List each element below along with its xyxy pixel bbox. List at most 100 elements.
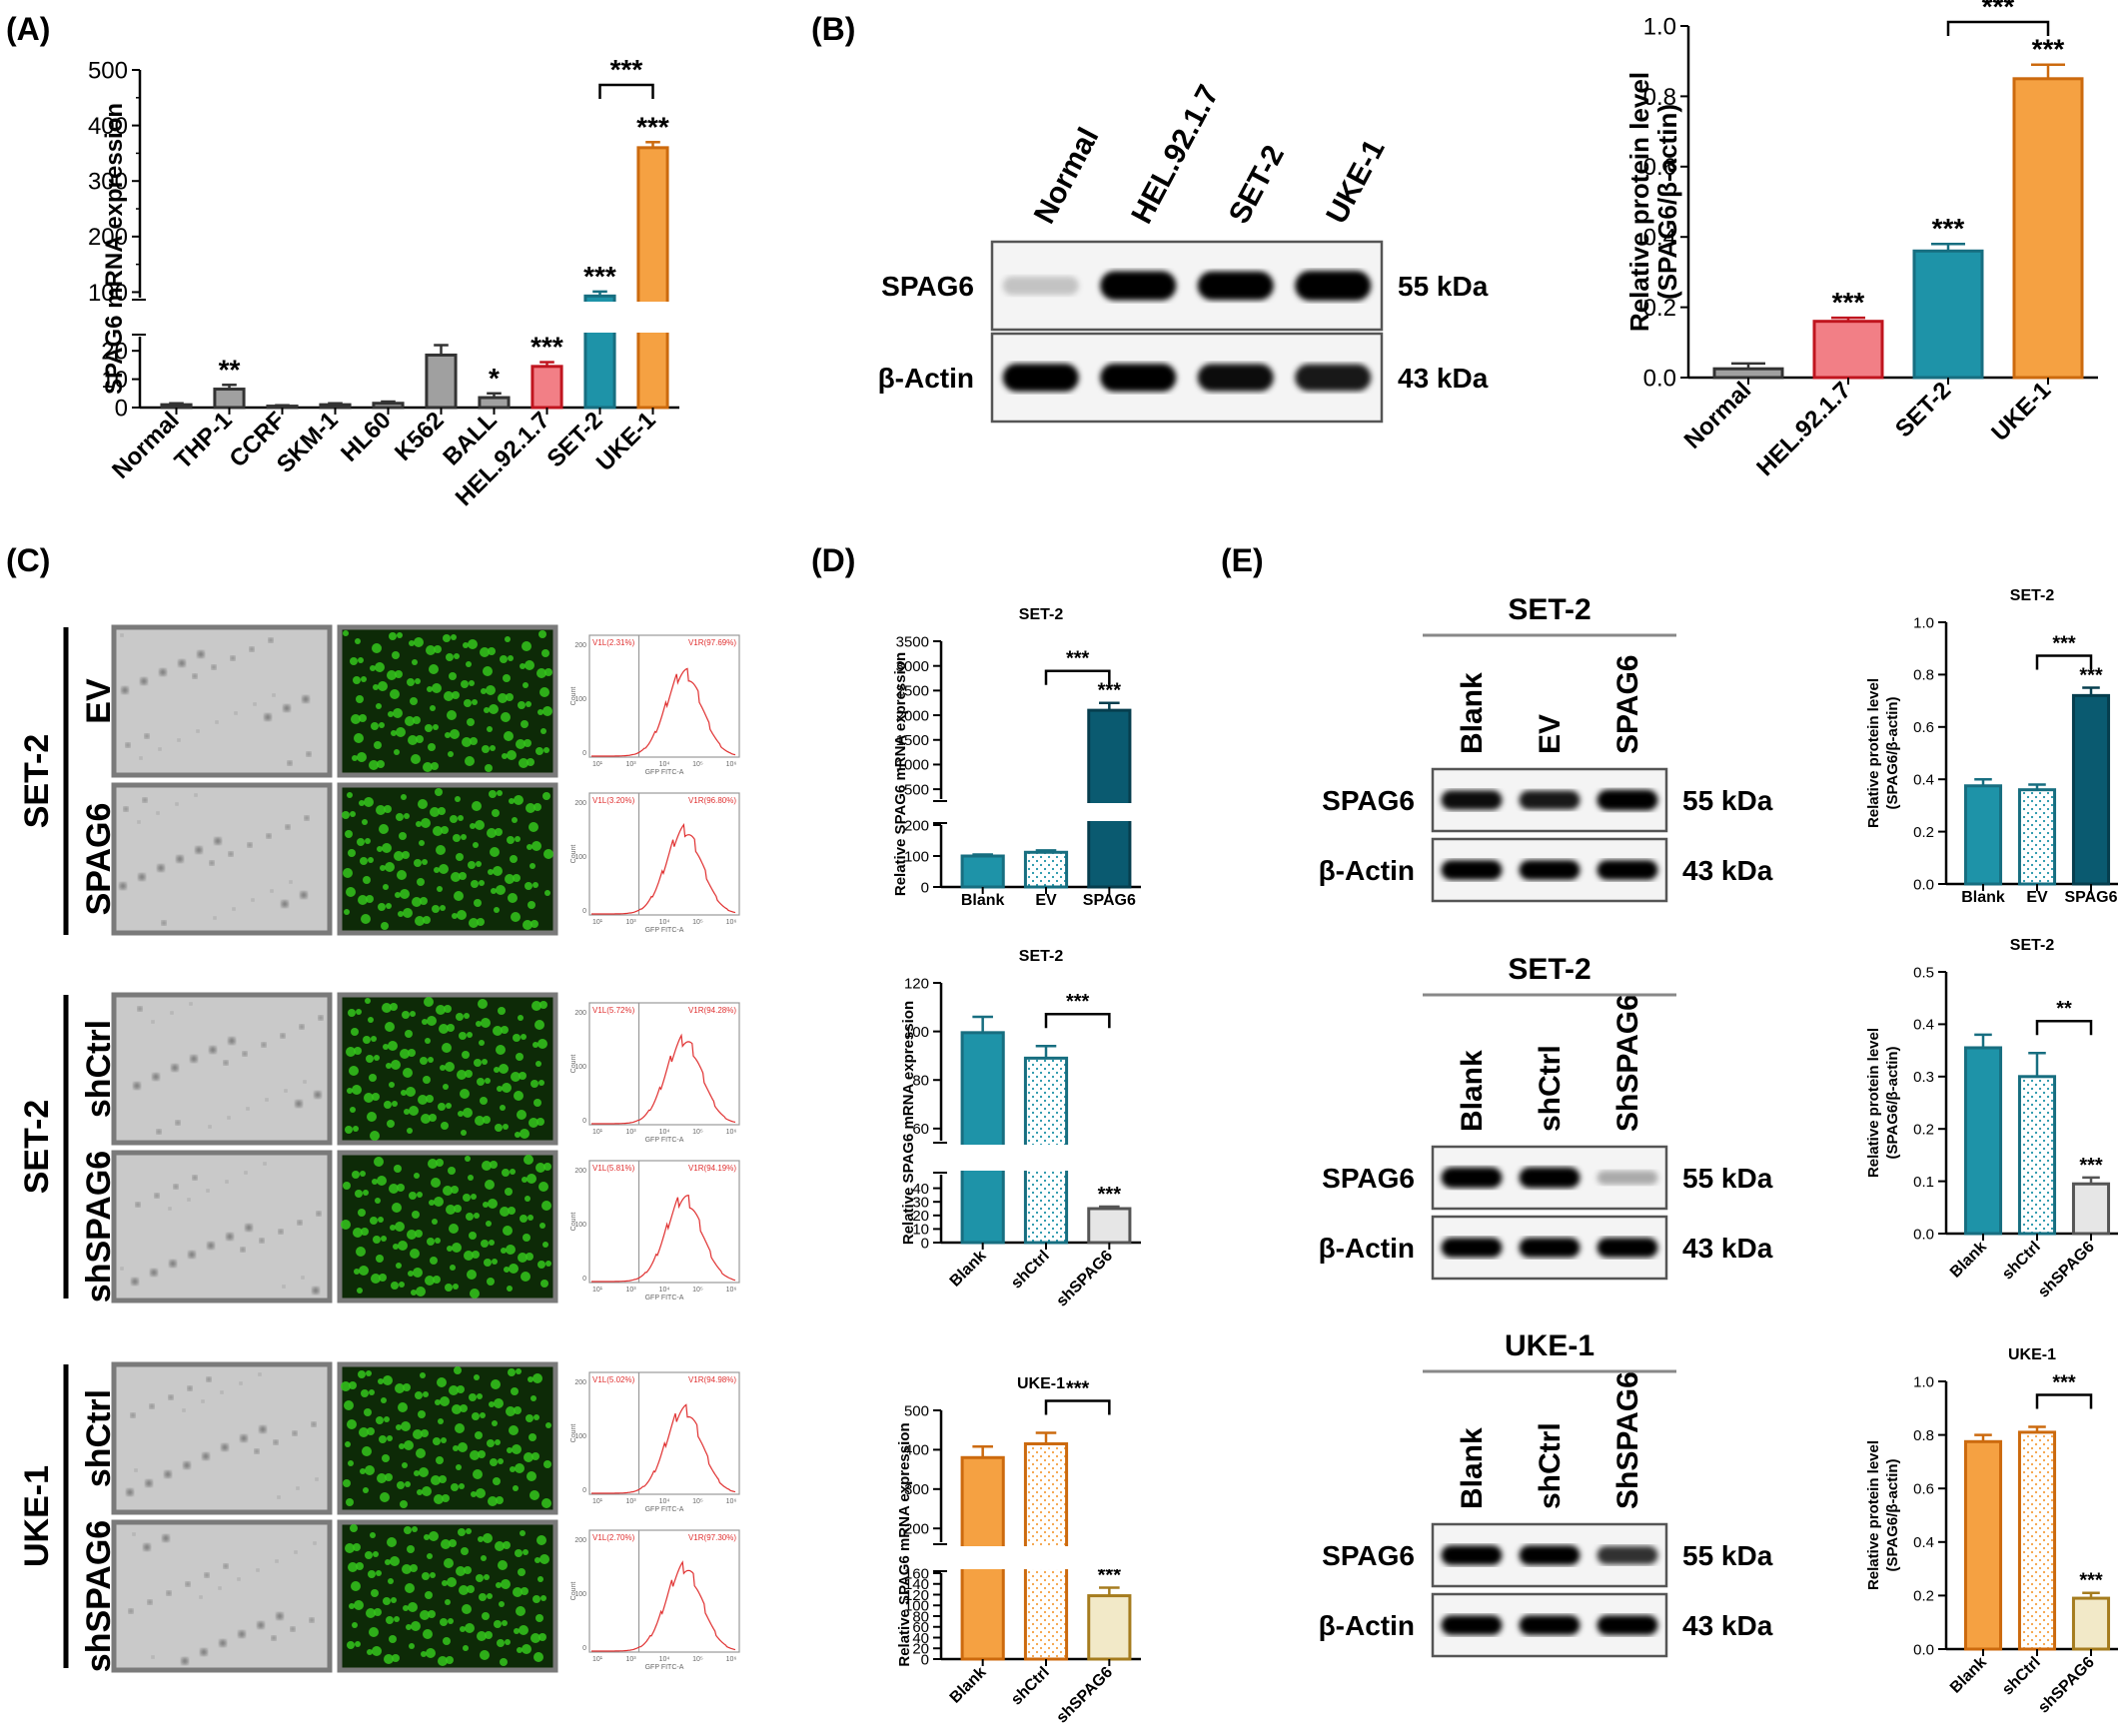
gate-left-label: V1L(5.81%)	[592, 1164, 635, 1173]
y-tick-label: 100	[88, 280, 128, 307]
y-axis-label-2: (SPAG6/β-actin)	[1884, 696, 1901, 809]
y-tick-label: 160	[904, 1565, 929, 1582]
blot-band	[1441, 790, 1503, 810]
flow-x-tick: 10⁵	[692, 919, 703, 926]
y-axis-label: Relative SPAG6 mRNA expression	[896, 1422, 913, 1666]
blot-band	[1197, 271, 1274, 301]
flow-x-tick: 10⁴	[659, 1656, 670, 1663]
flow-y-tick: 200	[574, 1537, 586, 1544]
break-gap	[949, 803, 1143, 821]
panel-label-a: (A)	[6, 11, 50, 47]
y-tick-label: 500	[904, 1402, 929, 1419]
chart-title: SET-2	[1019, 948, 1064, 965]
flow-x-tick: 10¹	[592, 1656, 603, 1663]
flow-y-tick: 200	[574, 1010, 586, 1017]
gate-left-label: V1L(2.70%)	[592, 1533, 635, 1542]
x-tick-label: SET-2	[1890, 377, 1956, 442]
gate-right-label: V1R(97.69%)	[688, 638, 736, 647]
break-gap	[949, 1546, 1143, 1569]
flow-x-tick: 10⁴	[659, 1129, 670, 1136]
x-tick-label: SPAG6	[2064, 889, 2117, 906]
flow-y-tick: 100	[574, 696, 586, 703]
flow-plot-frame	[588, 1529, 740, 1653]
flow-x-tick: 10³	[625, 1129, 636, 1136]
y-tick-label: 0.2	[1643, 295, 1676, 322]
break-gap	[949, 1145, 1143, 1171]
bar-uke-1	[2012, 77, 2084, 380]
significance-star: ***	[2079, 665, 2103, 687]
gate-right-label: V1R(94.28%)	[688, 1006, 736, 1015]
blot-band	[1519, 860, 1581, 880]
y-axis-label: Relative SPAG6 mRNA expression	[892, 652, 909, 896]
flow-y-label: Count	[570, 1582, 577, 1601]
y-tick-label: 0.8	[1913, 667, 1934, 684]
lane-label: UKE-1	[1320, 134, 1391, 229]
blot-size-label: 43 kDa	[1682, 1610, 1773, 1641]
bar-blank	[1963, 1439, 2003, 1651]
flow-histogram	[591, 1033, 736, 1125]
flow-y-label: Count	[570, 845, 577, 864]
y-tick-label: 2000	[896, 707, 929, 724]
blot-band	[1441, 1615, 1503, 1635]
western-blots-e: Blank EV SPAG6 SPAG6 55 kDa β-Actin 43 kDa SET-…	[1319, 593, 1773, 1658]
flow-x-tick: 10⁵	[692, 1129, 703, 1136]
flow-plot-frame	[588, 1160, 740, 1284]
comparison-stars: ***	[1982, 0, 2015, 22]
y-tick-label: 0.0	[1913, 1641, 1934, 1658]
brightfield-image	[111, 1150, 333, 1303]
gate-left-label: V1L(5.72%)	[592, 1006, 635, 1015]
flow-y-tick: 100	[574, 1222, 586, 1229]
flow-histogram	[591, 1560, 736, 1652]
chart-title: SET-2	[2010, 937, 2055, 954]
blot-size-label: 55 kDa	[1398, 271, 1489, 302]
blot-band	[1519, 1615, 1581, 1635]
significance-star: ***	[1832, 287, 1865, 318]
blot-size-label: 43 kDa	[1398, 363, 1489, 394]
x-tick-label: SPAG6	[1083, 892, 1136, 909]
blot-band	[1519, 1167, 1581, 1189]
bar-blank	[960, 1031, 1005, 1245]
bar-uke-1	[636, 146, 669, 410]
cell-line-label: UKE-1	[18, 1465, 56, 1567]
y-tick-label: 400	[88, 113, 128, 140]
comparison-bracket	[2035, 1393, 2093, 1409]
blot-row-label: SPAG6	[1322, 1163, 1415, 1194]
significance-star: ***	[2079, 1570, 2103, 1592]
y-tick-label: 1.0	[1643, 13, 1676, 40]
blot-row-label: SPAG6	[1322, 785, 1415, 816]
bar-spag6	[1087, 708, 1132, 889]
y-tick-label: 0.6	[1913, 719, 1934, 736]
y-tick-label: 400	[904, 1442, 929, 1459]
blot-e2: Blank shCtrl ShSPAG6 SPAG6 55 kDa β-Actin 43 k…	[1319, 953, 1773, 1281]
significance-star: ***	[1098, 1565, 1122, 1587]
significance-star: ***	[2079, 1155, 2103, 1177]
y-tick-label: 40	[912, 1630, 929, 1647]
y-tick-label: 100	[904, 1024, 929, 1041]
y-tick-label: 0.4	[1913, 1017, 1934, 1034]
flow-x-tick: 10⁶	[726, 919, 737, 926]
y-tick-label: 80	[912, 1072, 929, 1089]
y-tick-label: 0.3	[1913, 1069, 1934, 1086]
y-tick-label: 0.8	[1913, 1427, 1934, 1444]
y-tick-label: 300	[88, 169, 128, 196]
chart-b: 0.0 0.2 0.4 0.6 0.8 1.0 Relative protein level…	[1624, 0, 2098, 481]
y-tick-label: 0.6	[1913, 1480, 1934, 1497]
y-axis-label-2: (SPAG6/β-actin)	[1884, 1458, 1901, 1571]
bar-shctrl	[2017, 1075, 2057, 1236]
y-tick-label: 140	[904, 1576, 929, 1593]
x-tick-label: shCtrl	[1008, 1664, 1053, 1709]
significance-star: ***	[636, 111, 669, 142]
flow-histogram	[591, 1403, 736, 1494]
blot-band	[1519, 1238, 1581, 1258]
bar-shspag6	[1087, 1594, 1132, 1661]
x-tick-label: HEL.92.1.7	[1751, 377, 1856, 481]
x-tick-label: shSPAG6	[2035, 1654, 2098, 1717]
flow-y-tick: 0	[582, 1276, 586, 1283]
significance-star: ***	[1932, 213, 1965, 244]
blot-band	[1295, 364, 1372, 392]
y-tick-label: 500	[88, 57, 128, 84]
